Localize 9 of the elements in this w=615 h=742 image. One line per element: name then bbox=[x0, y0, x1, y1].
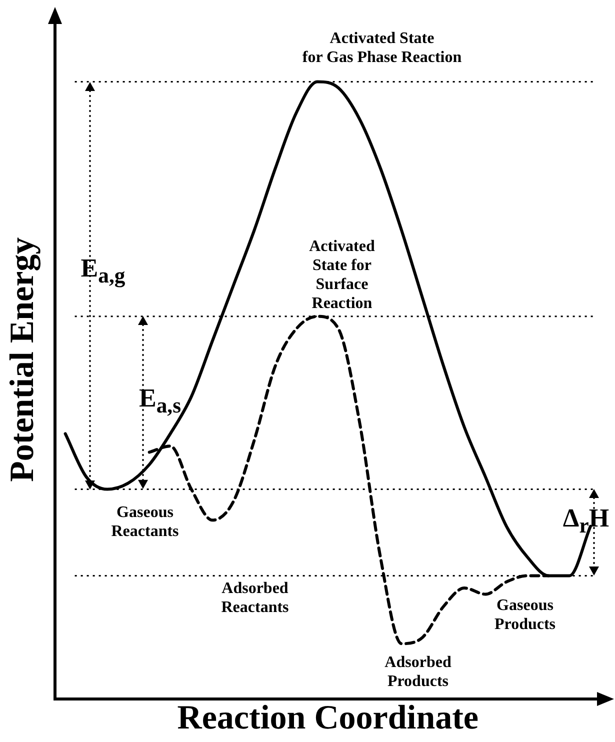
annotation: Adsorbed Reactants bbox=[221, 579, 289, 617]
y-axis-title: Potential Energy bbox=[4, 237, 42, 482]
annotation: E$_{a,g}$ bbox=[80, 253, 126, 290]
annotation: Activated State for Surface Reaction bbox=[309, 237, 375, 313]
x-axis-title: Reaction Coordinate bbox=[177, 699, 479, 736]
annotation: Gaseous Products bbox=[494, 596, 556, 634]
text: Activated State for Gas Phase Reaction bbox=[302, 29, 462, 67]
annotation: Adsorbed Products bbox=[384, 653, 452, 691]
annotation: Gaseous Reactants bbox=[111, 503, 179, 541]
